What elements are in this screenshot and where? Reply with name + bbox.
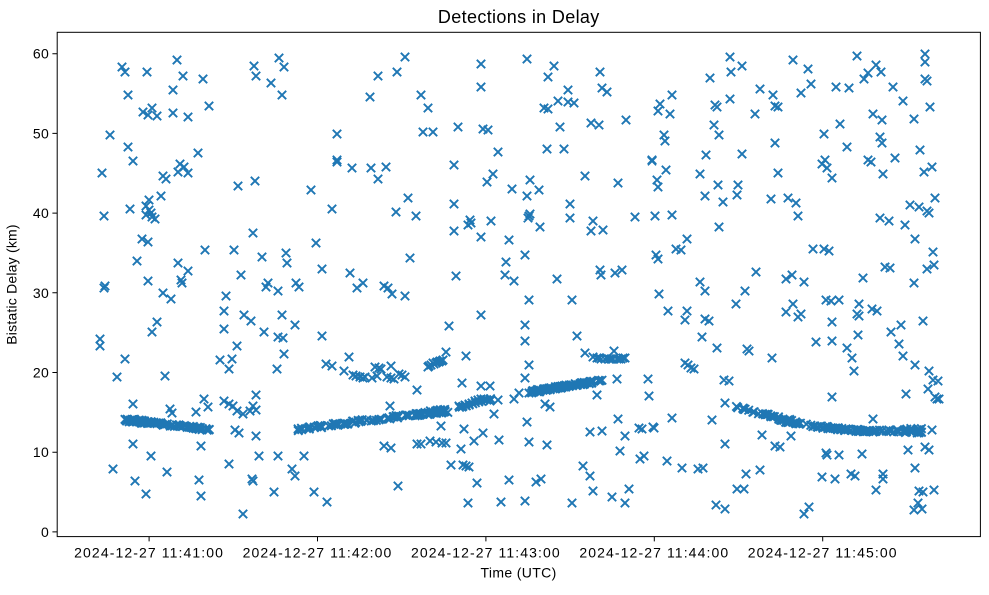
svg-text:30: 30 — [33, 285, 49, 301]
svg-text:2024-12-27 11:42:00: 2024-12-27 11:42:00 — [243, 545, 393, 561]
svg-text:Bistatic Delay (km): Bistatic Delay (km) — [4, 224, 20, 344]
svg-text:2024-12-27 11:45:00: 2024-12-27 11:45:00 — [748, 545, 898, 561]
svg-text:60: 60 — [33, 46, 49, 62]
svg-text:Time (UTC): Time (UTC) — [481, 565, 557, 581]
svg-text:10: 10 — [33, 444, 49, 460]
svg-text:2024-12-27 11:41:00: 2024-12-27 11:41:00 — [74, 545, 224, 561]
svg-text:2024-12-27 11:44:00: 2024-12-27 11:44:00 — [579, 545, 729, 561]
svg-text:0: 0 — [41, 524, 49, 540]
svg-text:40: 40 — [33, 205, 49, 221]
svg-text:20: 20 — [33, 365, 49, 381]
svg-text:Detections in Delay: Detections in Delay — [438, 7, 600, 27]
svg-text:2024-12-27 11:43:00: 2024-12-27 11:43:00 — [411, 545, 561, 561]
svg-text:50: 50 — [33, 125, 49, 141]
